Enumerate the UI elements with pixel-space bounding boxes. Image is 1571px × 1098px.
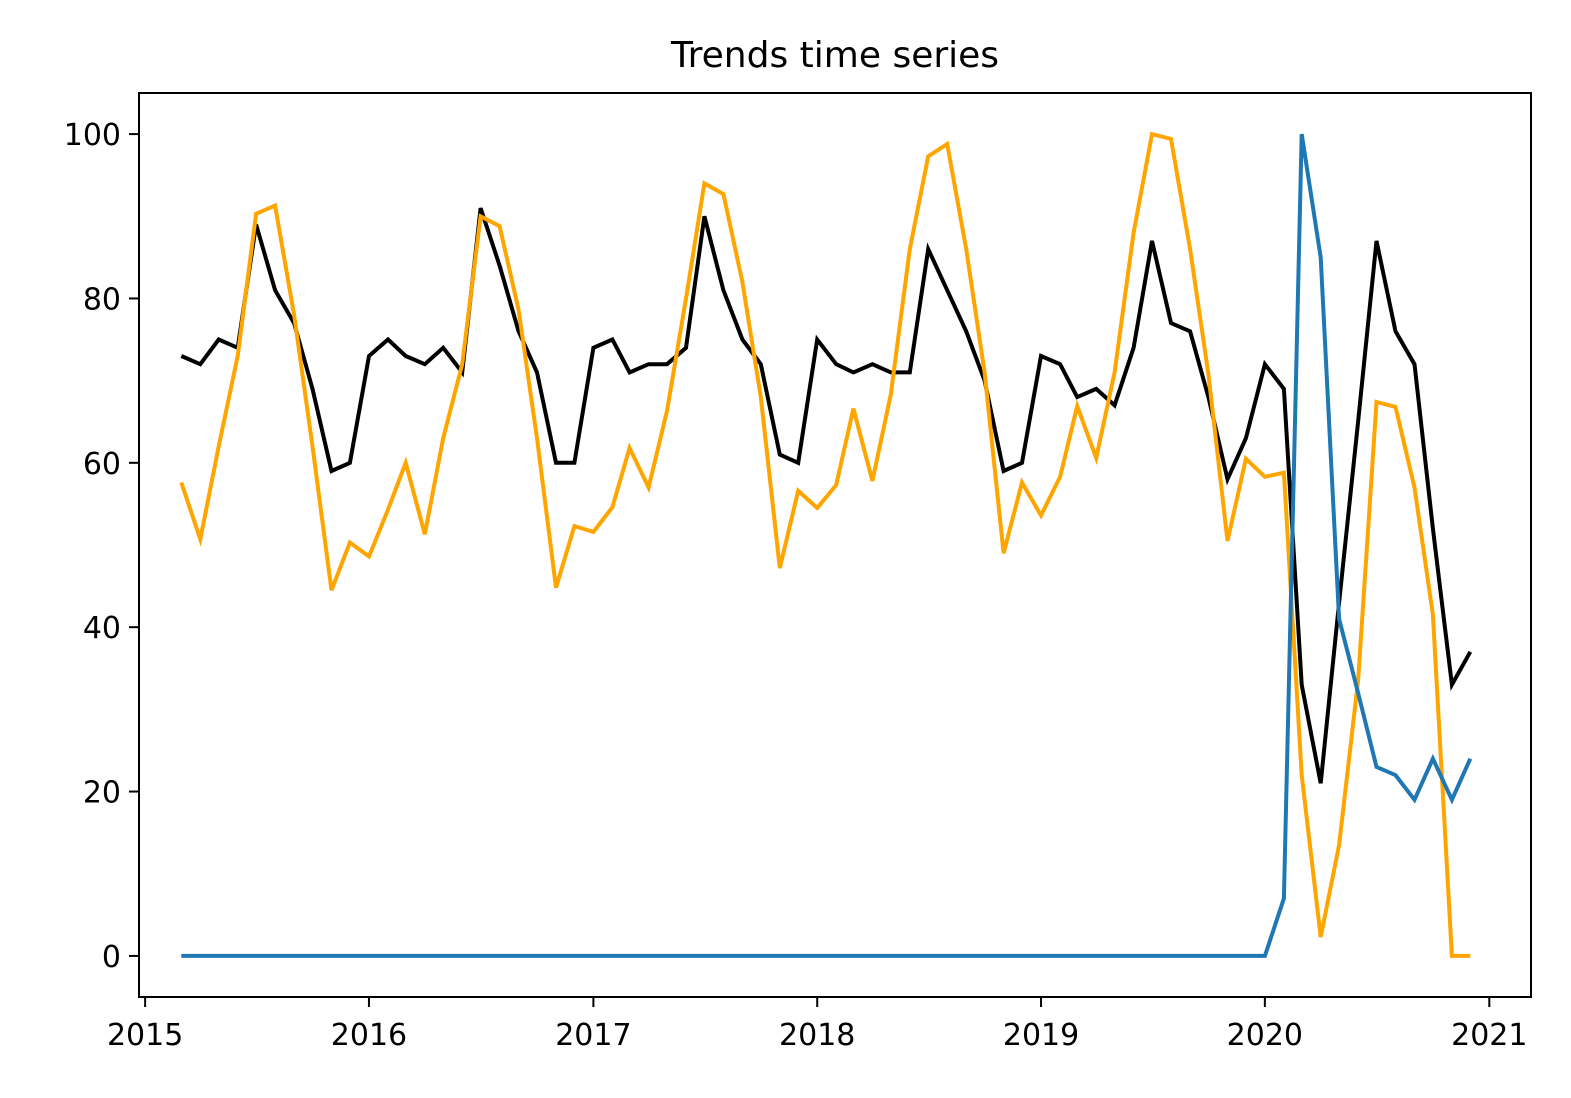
x-tick-label: 2019 [1003, 1018, 1079, 1053]
x-tick-label: 2016 [331, 1018, 407, 1053]
y-tick-label: 60 [83, 447, 121, 482]
y-tick-label: 80 [83, 282, 121, 317]
x-tick-label: 2021 [1451, 1018, 1527, 1053]
series-line-2 [179, 131, 1471, 958]
plot-area-frame [138, 92, 1532, 998]
y-tick-label: 40 [83, 611, 121, 646]
series-line-1 [180, 207, 1473, 784]
y-tick-label: 100 [64, 118, 121, 153]
x-tick-label: 2015 [107, 1018, 183, 1053]
x-tick-label: 2018 [779, 1018, 855, 1053]
y-tick-label: 20 [83, 776, 121, 811]
x-tick-label: 2017 [555, 1018, 631, 1053]
x-tick-label: 2020 [1227, 1018, 1303, 1053]
series-layer [179, 131, 1473, 958]
x-axis: 2015 2016 2017 2018 2019 2020 2021 [107, 997, 1527, 1053]
series-line-3 [181, 133, 1473, 958]
chart-title: Trends time series [670, 35, 999, 76]
y-tick-label: 0 [102, 940, 121, 975]
y-axis: 0 20 40 60 80 100 [64, 118, 139, 975]
